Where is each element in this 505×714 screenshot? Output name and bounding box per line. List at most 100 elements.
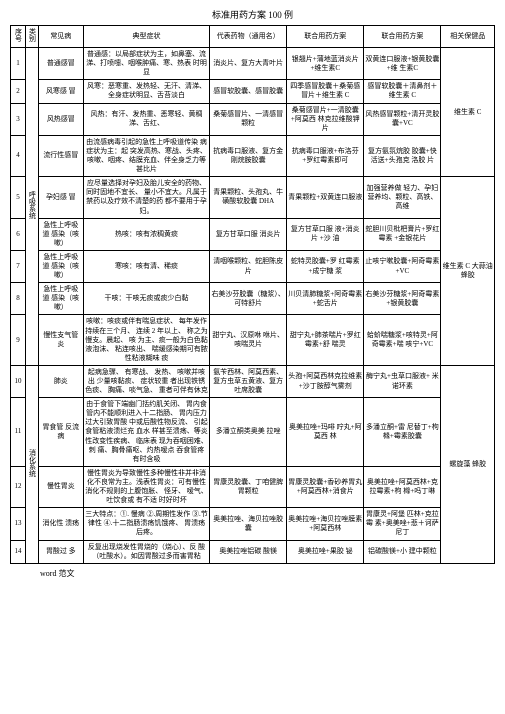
- cell-category: 消化系统: [25, 365, 38, 563]
- cell-r: 氨苄西林、阿莫西素、复方虫草五黄液、复方吐席胶囊: [210, 365, 287, 397]
- cell-s: 由流感病毒引起的急性上呼吸道传染 病症状为主：起 突发高热、寒战、头疼、咳嗽、咽…: [83, 135, 209, 176]
- table-row: 10消化系统肺炎起病急骤、 有寒战、 发热、 咳嗽并咳出 少量咳黏痰、 症状较重…: [11, 365, 495, 397]
- cell-d: 急性上呼吸道 感染（咳嗽）: [38, 218, 83, 250]
- cell-r: 胃康灵胶囊、丁咱健脾胃颗粒: [210, 466, 287, 507]
- cell-s: 由于食管下端幽门括约肌关闭、 胃内食管内不能顺利进入十二指肠、 胃内压力过大引致…: [83, 398, 209, 467]
- cell-p1: 银翘片+蒲地蓝消炎片+维生素C: [287, 48, 364, 80]
- cell-s: 风热：有汗、发热重、恶寒轻、黄稠涕、舌红、: [83, 103, 209, 135]
- cell-d: 流行性感冒: [38, 135, 83, 176]
- th-health: 相关保健品: [441, 26, 495, 48]
- cell-r: 消炎片、复方大青叶片: [210, 48, 287, 80]
- cell-d: 急性上呼吸道 感染（咳嗽）: [38, 283, 83, 315]
- cell-health: 螺旋藻 蜂胶: [441, 365, 495, 563]
- th-rep: 代表药物（通用名）: [210, 26, 287, 48]
- cell-seq: 7: [11, 250, 26, 282]
- th-disease: 常见病: [38, 26, 83, 48]
- cell-p2: 胃康灵+阿堡 匹林+克拉霉 素+奥美唑+悲＋诃萨尼丁: [364, 508, 441, 540]
- cell-d: 消化性 溃疡: [38, 508, 83, 540]
- cell-category: 呼吸系统: [25, 48, 38, 366]
- cell-r: 复方甘草口服 消炎片: [210, 218, 287, 250]
- cell-d: 慢性胃炎: [38, 466, 83, 507]
- cell-d: 急性上呼吸道 感染（咳嗽）: [38, 250, 83, 282]
- table-row: 12 慢性胃炎慢性胃炎为导致慢性多种慢性非并非消 化不良常为主。浅表性胃炎：可有慢…: [11, 466, 495, 507]
- cell-seq: 11: [11, 398, 26, 467]
- cell-p1: 川贝清肺糖浆+阿奇霉素+蛇舌片: [287, 283, 364, 315]
- cell-p2: 风热感冒颗粒+清开灵胶囊+VC: [364, 103, 441, 135]
- cell-p1: 奥美拉唑+海贝拉唑膜素+阿莫西林: [287, 508, 364, 540]
- cell-p2: 双黄连口服液+银黄胶囊+维 生素C: [364, 48, 441, 80]
- table-row: 7急性上呼吸道 感染（咳嗽）寒咳：咳有清、稀痰清咽喉颗粒、蛇胆陈皮片蛇特灵胶囊+…: [11, 250, 495, 282]
- cell-seq: 8: [11, 283, 26, 315]
- cell-s: 普通感：以局部症状为主，如鼻塞、流涕、打喷嚏、咽喉肿痛、寒、热表 时明显: [83, 48, 209, 80]
- table-row: 11 胃食管 反流病由于食管下端幽门括约肌关闭、 胃内食管内不能顺利进入十二指肠、…: [11, 398, 495, 467]
- table-row: 2 风寒感 冒风寒：恶寒重、发热轻、无汗、清涕、全身症状明显、舌苔淡白感冒软胶囊、…: [11, 80, 495, 103]
- th-cat: 类别: [25, 26, 38, 48]
- cell-s: 干咳：干咳无痰或痰少白黏: [83, 283, 209, 315]
- cell-s: 风寒：恶寒重、发热轻、无汗、清涕、全身症状明显、舌苔淡白: [83, 80, 209, 103]
- cell-health: 维生素 C 大蒜油 蜂胶: [441, 177, 495, 366]
- cell-s: 慢性胃炎为导致慢性多种慢性非并非消 化不良常为主。浅表性胃炎：可有慢性消化不规则…: [83, 466, 209, 507]
- cell-p2: 铝碳酸镁+小 建中颗粒: [364, 540, 441, 563]
- cell-p2: 蛇胆川贝枇杷膏片+罗红霉素 +金银花片: [364, 218, 441, 250]
- cell-d: 风寒感 冒: [38, 80, 83, 103]
- cell-p2: 奥美拉唑+阿莫西林+克拉霉素+枸 橼+吗丁啉: [364, 466, 441, 507]
- cell-r: 奥美拉唑、海贝拉唑胶囊: [210, 508, 287, 540]
- cell-p1: 复方甘草口服 液+消炎片 +沙 油: [287, 218, 364, 250]
- cell-p1: 奥美拉唑+玛啡 咛丸+阿莫西 林: [287, 398, 364, 467]
- table-row: 6 急性上呼吸道 感染（咳嗽）热咳：咳有浓稠黄痰复方甘草口服 消炎片复方甘草口服 …: [11, 218, 495, 250]
- cell-p2: 加强营养做 轻力、孕妇 营养均、颗粒、高铁、高维: [364, 177, 441, 218]
- cell-seq: 6: [11, 218, 26, 250]
- cell-seq: 3: [11, 103, 26, 135]
- cell-r: 右美沙芬胶囊（糖浆）、可特舒片: [210, 283, 287, 315]
- page-title: 标准用药方案 100 例: [0, 0, 505, 25]
- cell-s: 起病急骤、 有寒战、 发热、 咳嗽并咳出 少量咳黏痰、 症状较重 者出现铁锈色痰…: [83, 365, 209, 397]
- th-plan2: 联合用药方案: [364, 26, 441, 48]
- cell-seq: 12: [11, 466, 26, 507]
- cell-p1: 奥美拉唑+果胶 铋: [287, 540, 364, 563]
- cell-s: 反复出现烧发性胃烧的（烧心）、反 酸（吐酸水）。如因胃酸过多而害胃粘: [83, 540, 209, 563]
- cell-p1: 青果颗粒+双黄连口服液: [287, 177, 364, 218]
- cell-p2: 右美沙芬糖浆+阿奇霉素+银黄胶囊: [364, 283, 441, 315]
- cell-r: 桑菊感冒片、一清感冒颗粒: [210, 103, 287, 135]
- cell-health: 维生素 C: [441, 48, 495, 177]
- page-footer: word 范文: [0, 564, 505, 583]
- cell-p1: 甜宁丸+肺茶喘片+罗红霉素+舒 喘灵: [287, 315, 364, 365]
- table-row: 14胃酸过 多反复出现烧发性胃烧的（烧心）、反 酸（吐酸水）。如因胃酸过多而害胃…: [11, 540, 495, 563]
- cell-seq: 2: [11, 80, 26, 103]
- table-row: 13消化性 溃疡三大特点：①. 慢病 ②.周期性发作 ③.节律性 ④.十二指肠溃…: [11, 508, 495, 540]
- th-seq: 序号: [11, 26, 26, 48]
- cell-r: 感冒软胶囊、感冒胶囊: [210, 80, 287, 103]
- table-row: 4 流行性感冒由流感病毒引起的急性上呼吸道传染 病症状为主：起 突发高热、寒战、头…: [11, 135, 495, 176]
- cell-p2: 酶宁丸+虫草口服液+ 米诺环素: [364, 365, 441, 397]
- cell-seq: 14: [11, 540, 26, 563]
- cell-p2: 多潘立酮+雷 尼替丁+枸 橼+霉素胶囊: [364, 398, 441, 467]
- cell-d: 孕妇感 冒: [38, 177, 83, 218]
- table-row: 9慢性支气管炎咳嗽：咳痰或伴有喘息症状、 每年发作持续在三个月、 连续 2 年以…: [11, 315, 495, 365]
- cell-p1: 头孢+阿莫西林克拉维素+沙丁胺醇气雾剂: [287, 365, 364, 397]
- cell-r: 奥美拉唑铝碳 酸镁: [210, 540, 287, 563]
- table-row: 1呼吸系统普通感冒普通感：以局部症状为主，如鼻塞、流涕、打喷嚏、咽喉肿痛、寒、热…: [11, 48, 495, 80]
- cell-d: 胃食管 反流病: [38, 398, 83, 467]
- cell-d: 慢性支气管炎: [38, 315, 83, 365]
- cell-seq: 1: [11, 48, 26, 80]
- cell-seq: 4: [11, 135, 26, 176]
- cell-p1: 四季感冒胶囊＋桑菊感冒片＋维生素 C: [287, 80, 364, 103]
- table-row: 5 孕妇感 冒应尽量选择对孕妇及胎儿安全的药物、同时固地不宜长、 量小不宜大。凡属…: [11, 177, 495, 218]
- cell-seq: 5: [11, 177, 26, 218]
- cell-d: 肺炎: [38, 365, 83, 397]
- cell-s: 应尽量选择对孕妇及胎儿安全的药物、同时固地不宜长、 量小不宜大。凡属于禁药以及疗…: [83, 177, 209, 218]
- cell-p2: 复方氨氛烷胶 胶囊+快活送+头孢克 洛胶 片: [364, 135, 441, 176]
- cell-seq: 10: [11, 365, 26, 397]
- th-plan1: 联合用药方案: [287, 26, 364, 48]
- cell-r: 多潘立酮类奥美 拉唑: [210, 398, 287, 467]
- table-row: 3 风热感冒风热：有汗、发热重、恶寒轻、黄稠涕、舌红、桑菊感冒片、一清感冒颗粒桑菊…: [11, 103, 495, 135]
- cell-s: 热咳：咳有浓稠黄痰: [83, 218, 209, 250]
- cell-r: 青果颗粒、头孢丸、牛磺酸软胶囊 DHA: [210, 177, 287, 218]
- cell-p1: 胃康灵胶囊+香砂养胃丸+阿莫西林+消食片: [287, 466, 364, 507]
- cell-p1: 桑菊感冒片+一清胶囊+阿莫西 林克拉维酸钾 片: [287, 103, 364, 135]
- cell-s: 三大特点：①. 慢病 ②.周期性发作 ③.节律性 ④.十二指肠溃疡饥饿疼、 胃溃…: [83, 508, 209, 540]
- cell-p2: 蛤蚧喘糖浆+咳特灵+阿奇霉素+喘 咳宁+VC: [364, 315, 441, 365]
- cell-d: 风热感冒: [38, 103, 83, 135]
- cell-r: 甜宁丸、汉原咻 咻片、咳喘灵片: [210, 315, 287, 365]
- cell-p1: 抗病毒口服液+布洛芬+罗红霉素即可: [287, 135, 364, 176]
